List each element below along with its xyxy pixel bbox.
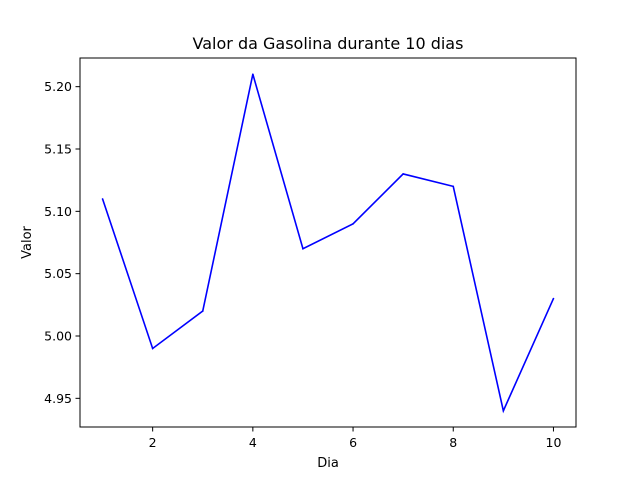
x-tick-label: 4 — [249, 435, 257, 450]
plot-background — [80, 58, 576, 427]
x-tick-label: 6 — [349, 435, 357, 450]
y-axis: 4.95 5.00 5.05 5.10 5.15 5.20 — [44, 79, 80, 406]
y-tick-label: 4.95 — [44, 391, 72, 406]
series-line-0 — [101, 73, 555, 414]
x-axis: 2 4 6 8 10 — [149, 427, 562, 450]
y-tick-label: 5.20 — [44, 79, 72, 94]
x-axis-label: Dia — [317, 456, 339, 471]
data-point — [502, 409, 505, 412]
data-point — [352, 223, 354, 225]
y-tick-label: 5.05 — [44, 266, 72, 281]
series-layer — [101, 73, 555, 414]
data-point — [452, 185, 455, 188]
data-point — [402, 173, 404, 175]
y-tick-label: 5.10 — [44, 204, 72, 219]
x-tick-label: 8 — [449, 435, 457, 450]
chart-title: Valor da Gasolina durante 10 dias — [193, 34, 464, 53]
data-point — [151, 347, 154, 350]
data-point — [552, 297, 555, 300]
data-point — [101, 198, 104, 200]
plot-area — [79, 57, 577, 428]
y-tick-label: 5.00 — [44, 328, 72, 343]
y-tick-label: 5.15 — [44, 142, 72, 157]
x-tick-label: 2 — [149, 435, 157, 450]
data-point — [201, 310, 204, 312]
data-point — [302, 247, 304, 250]
y-axis-label: Valor — [20, 225, 35, 258]
data-point — [252, 73, 254, 76]
plot-frame — [79, 57, 577, 428]
x-tick-label: 10 — [546, 435, 562, 450]
